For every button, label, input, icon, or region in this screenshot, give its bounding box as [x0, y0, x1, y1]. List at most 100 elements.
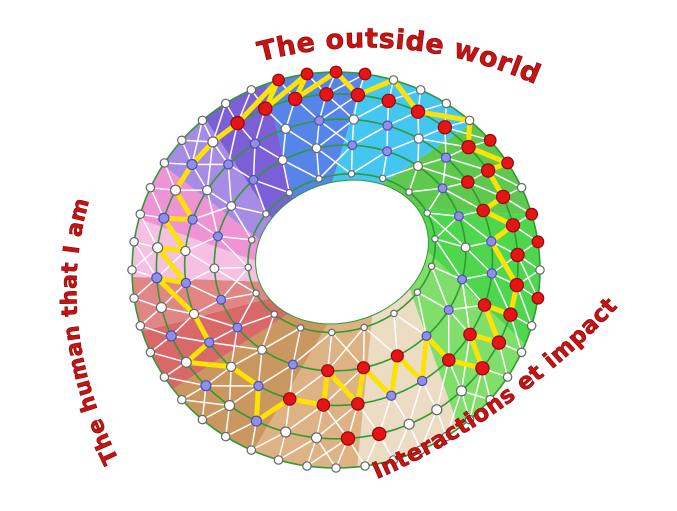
node-white[interactable] [516, 182, 527, 193]
node-purple[interactable] [158, 212, 170, 224]
node-purple[interactable] [382, 146, 393, 157]
node-white[interactable] [197, 414, 208, 425]
node-purple[interactable] [443, 304, 454, 315]
node-white[interactable] [388, 75, 399, 85]
node-red[interactable] [460, 175, 475, 189]
node-white[interactable] [390, 309, 398, 318]
node-white[interactable] [441, 98, 452, 109]
node-white[interactable] [296, 323, 305, 332]
node-white[interactable] [431, 235, 439, 243]
node-purple[interactable] [253, 380, 264, 392]
node-white[interactable] [220, 431, 231, 442]
node-white[interactable] [315, 175, 323, 183]
node-white[interactable] [135, 209, 146, 219]
node-purple[interactable] [314, 115, 325, 126]
node-purple[interactable] [347, 140, 358, 151]
node-white[interactable] [302, 461, 312, 471]
node-purple[interactable] [457, 274, 468, 285]
node-white[interactable] [413, 133, 424, 144]
node-red[interactable] [282, 392, 297, 406]
node-purple[interactable] [151, 272, 163, 284]
node-white[interactable] [415, 445, 426, 455]
node-red[interactable] [495, 189, 511, 205]
node-red[interactable] [300, 67, 314, 81]
node-white[interactable] [152, 242, 164, 254]
node-white[interactable] [360, 461, 370, 471]
node-white[interactable] [129, 237, 139, 247]
node-purple[interactable] [212, 231, 223, 242]
node-purple[interactable] [223, 159, 234, 170]
node-white[interactable] [485, 394, 495, 405]
node-white[interactable] [460, 242, 471, 253]
node-white[interactable] [197, 115, 208, 126]
node-red[interactable] [461, 139, 476, 155]
node-white[interactable] [360, 323, 369, 332]
node-white[interactable] [145, 182, 156, 193]
node-red[interactable] [531, 291, 545, 305]
node-red[interactable] [437, 120, 453, 135]
node-white[interactable] [252, 289, 260, 298]
node-white[interactable] [327, 328, 336, 337]
node-white[interactable] [169, 184, 182, 196]
node-white[interactable] [431, 404, 443, 416]
node-white[interactable] [423, 209, 432, 217]
node-red[interactable] [480, 163, 496, 178]
node-white[interactable] [257, 344, 268, 355]
node-white[interactable] [209, 263, 220, 274]
node-white[interactable] [388, 455, 399, 465]
sector-purple-dark[interactable] [204, 83, 293, 219]
node-white[interactable] [277, 155, 288, 166]
node-white[interactable] [246, 445, 257, 455]
node-white[interactable] [310, 432, 323, 444]
node-purple[interactable] [180, 277, 192, 289]
node-red[interactable] [390, 349, 404, 363]
node-purple[interactable] [486, 236, 497, 247]
node-purple[interactable] [288, 359, 299, 370]
node-white[interactable] [155, 301, 167, 314]
node-red[interactable] [505, 218, 521, 233]
node-purple[interactable] [386, 390, 397, 401]
node-red[interactable] [381, 93, 396, 109]
node-purple[interactable] [216, 294, 227, 305]
node-white[interactable] [403, 418, 415, 430]
node-red[interactable] [531, 235, 545, 249]
node-white[interactable] [201, 184, 213, 196]
node-white[interactable] [188, 308, 200, 320]
node-purple[interactable] [186, 158, 198, 171]
node-white[interactable] [223, 399, 236, 412]
node-white[interactable] [207, 136, 219, 148]
node-white[interactable] [127, 265, 137, 275]
node-red[interactable] [288, 91, 303, 107]
node-white[interactable] [135, 320, 146, 331]
node-purple[interactable] [382, 120, 393, 131]
node-red[interactable] [501, 156, 515, 170]
node-white[interactable] [441, 431, 452, 442]
node-purple[interactable] [248, 174, 259, 185]
node-red[interactable] [510, 247, 525, 263]
node-white[interactable] [180, 245, 191, 257]
node-white[interactable] [180, 356, 192, 368]
node-red[interactable] [356, 361, 371, 375]
node-purple[interactable] [204, 337, 215, 348]
node-white[interactable] [347, 170, 356, 178]
node-white[interactable] [247, 236, 256, 244]
node-red[interactable] [503, 307, 518, 322]
node-white[interactable] [273, 455, 284, 465]
node-purple[interactable] [486, 268, 497, 279]
node-red[interactable] [509, 277, 524, 293]
node-purple[interactable] [421, 331, 432, 342]
node-red[interactable] [340, 431, 356, 446]
node-white[interactable] [331, 463, 341, 473]
node-white[interactable] [177, 135, 187, 146]
node-red[interactable] [350, 397, 365, 411]
node-purple[interactable] [249, 138, 261, 149]
node-red[interactable] [230, 115, 245, 131]
node-white[interactable] [285, 188, 294, 197]
sector-pink-light[interactable] [132, 218, 260, 282]
node-red[interactable] [319, 87, 334, 102]
node-red[interactable] [477, 298, 492, 312]
node-red[interactable] [316, 398, 331, 412]
node-red[interactable] [475, 361, 490, 376]
node-white[interactable] [502, 372, 513, 382]
node-red[interactable] [476, 203, 490, 218]
